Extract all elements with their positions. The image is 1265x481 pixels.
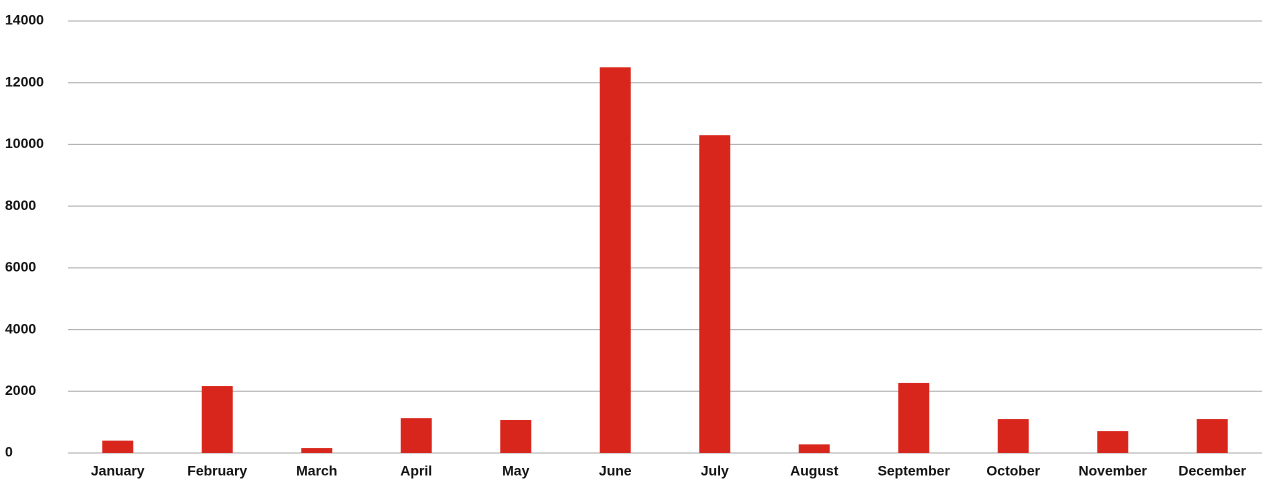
- x-tick-label: February: [187, 463, 247, 479]
- x-tick-label: January: [91, 463, 145, 479]
- x-tick-label: December: [1178, 463, 1246, 479]
- bar: [500, 419, 532, 453]
- bar: [201, 386, 233, 453]
- x-tick-label: August: [790, 463, 839, 479]
- x-tick-label: May: [502, 463, 529, 479]
- y-tick-label: 8000: [5, 197, 36, 213]
- x-tick-label: November: [1079, 463, 1148, 479]
- y-tick-label: 0: [5, 444, 13, 460]
- x-tick-label: March: [296, 463, 337, 479]
- x-tick-label: October: [986, 463, 1040, 479]
- bar: [699, 135, 731, 453]
- y-tick-label: 12000: [5, 73, 44, 89]
- bar: [798, 444, 830, 453]
- bar: [1196, 419, 1228, 453]
- bar: [1097, 431, 1129, 453]
- y-tick-label: 6000: [5, 259, 36, 275]
- bar: [301, 448, 333, 453]
- y-tick-label: 4000: [5, 320, 36, 336]
- bar: [102, 440, 134, 453]
- x-tick-label: April: [400, 463, 432, 479]
- y-tick-label: 14000: [5, 12, 44, 28]
- bar: [599, 67, 631, 454]
- bar: [400, 418, 432, 453]
- y-tick-label: 10000: [5, 135, 44, 151]
- x-tick-label: September: [878, 463, 951, 479]
- x-tick-label: July: [701, 463, 729, 479]
- bar: [997, 419, 1029, 453]
- bar: [898, 382, 930, 453]
- x-tick-label: June: [599, 463, 632, 479]
- y-tick-label: 2000: [5, 382, 36, 398]
